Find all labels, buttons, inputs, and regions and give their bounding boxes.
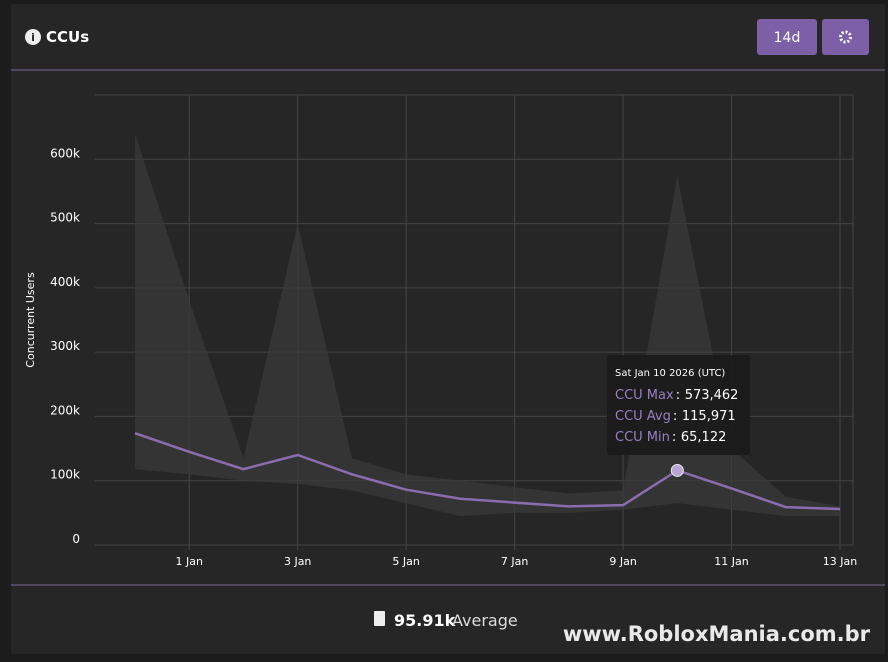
y-tick-label: 0 — [72, 532, 80, 546]
tooltip-separator: : — [673, 409, 677, 424]
x-tick-label: 13 Jan — [823, 555, 857, 568]
hover-point — [670, 463, 684, 477]
info-glyph: i — [31, 31, 35, 44]
tooltip-series-name: CCU Avg — [615, 409, 671, 424]
x-tick-label: 7 Jan — [501, 555, 528, 568]
tooltip-value: 573,462 — [685, 388, 739, 403]
tooltip-series-name: CCU Max — [615, 388, 674, 403]
range-button[interactable] — [757, 19, 817, 55]
info-icon — [25, 29, 41, 45]
settings-button[interactable] — [822, 19, 869, 55]
tooltip-separator: : — [676, 388, 680, 403]
y-tick-label: 600k — [50, 146, 80, 160]
y-axis-label: Concurrent Users — [24, 272, 37, 368]
range-button-label[interactable]: 14d — [774, 30, 801, 46]
settings-icon[interactable] — [839, 30, 852, 44]
calculator-icon — [374, 611, 385, 626]
y-tick-label: 300k — [50, 339, 80, 353]
tooltip-series-name: CCU Min — [615, 430, 670, 445]
avg-line — [134, 431, 841, 511]
plot: 0 100k 200k 300k 400k 500k 600k 1 Jan 3 Jan 5 Jan… — [50, 94, 857, 568]
x-tick-label: 1 Jan — [176, 555, 203, 568]
y-tick-label: 400k — [50, 275, 80, 289]
y-tick-label: 100k — [50, 468, 80, 482]
x-tick-label: 5 Jan — [392, 555, 419, 568]
average-value: 95.91k — [394, 611, 456, 630]
average-label: Average — [452, 611, 518, 630]
y-tick-label: 200k — [50, 403, 80, 417]
x-tick-label: 11 Jan — [714, 555, 748, 568]
tooltip — [607, 355, 750, 455]
tooltip-value: 115,971 — [682, 409, 736, 424]
tooltip-value: 65,122 — [681, 430, 727, 445]
x-tick-label: 9 Jan — [609, 555, 636, 568]
x-tick-label: 3 Jan — [284, 555, 311, 568]
card-title: CCUs — [46, 28, 89, 46]
watermark: www.RobloxMania.com.br — [563, 622, 871, 646]
tooltip-separator: : — [672, 430, 676, 445]
tooltip-title: Sat Jan 10 2026 (UTC) — [615, 368, 725, 379]
y-tick-label: 500k — [50, 211, 80, 225]
